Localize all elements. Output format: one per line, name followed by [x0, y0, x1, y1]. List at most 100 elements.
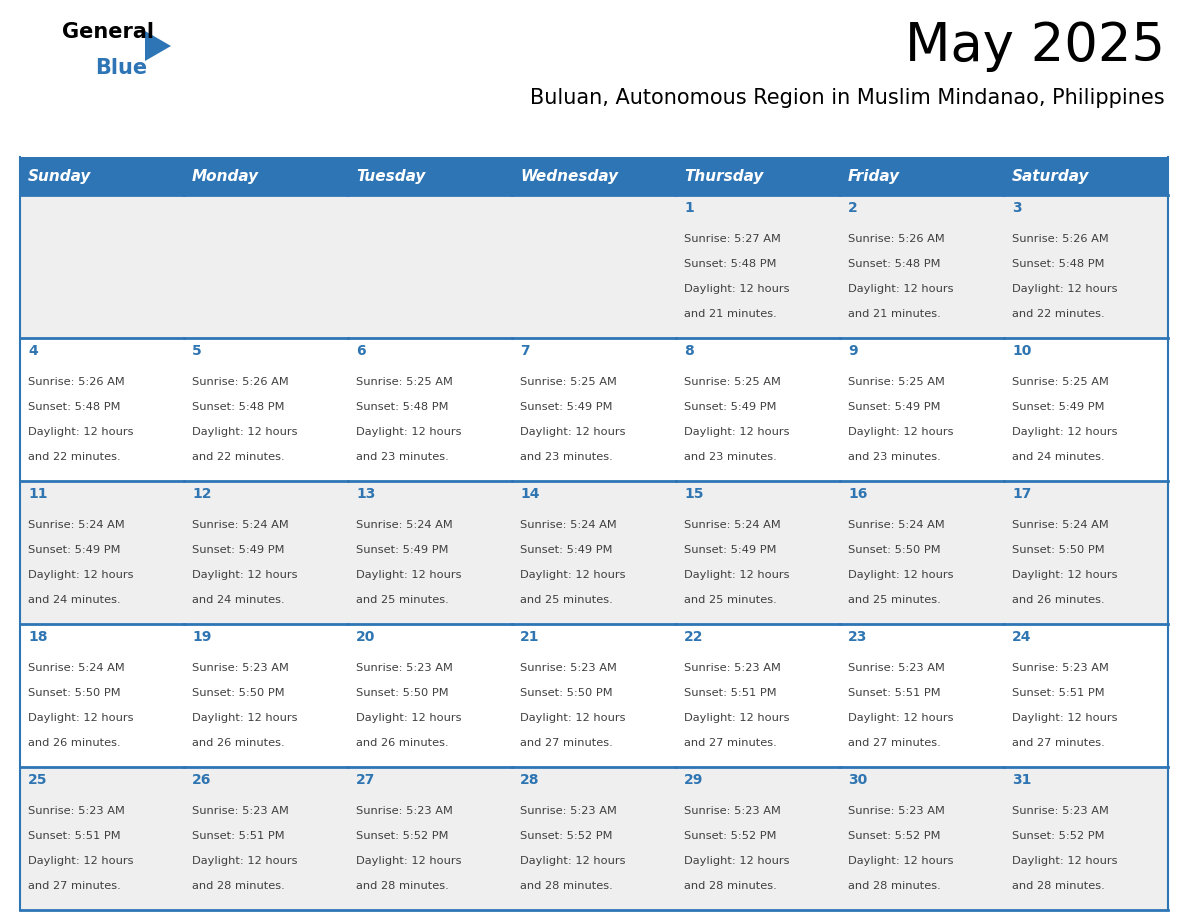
Text: 11: 11 — [29, 487, 48, 501]
Text: General: General — [62, 22, 154, 42]
Text: Daylight: 12 hours: Daylight: 12 hours — [520, 856, 626, 866]
Text: Sunrise: 5:25 AM: Sunrise: 5:25 AM — [356, 376, 453, 386]
Text: Sunset: 5:50 PM: Sunset: 5:50 PM — [356, 688, 449, 698]
Text: Sunrise: 5:24 AM: Sunrise: 5:24 AM — [356, 520, 453, 530]
Text: Sunset: 5:48 PM: Sunset: 5:48 PM — [192, 402, 284, 411]
Text: Daylight: 12 hours: Daylight: 12 hours — [1012, 856, 1118, 866]
Text: Daylight: 12 hours: Daylight: 12 hours — [1012, 427, 1118, 437]
Bar — [20, 481, 184, 624]
Text: and 27 minutes.: and 27 minutes. — [848, 738, 941, 747]
Bar — [348, 157, 512, 195]
Text: Daylight: 12 hours: Daylight: 12 hours — [848, 712, 954, 722]
Text: Sunrise: 5:23 AM: Sunrise: 5:23 AM — [848, 806, 944, 815]
Text: and 25 minutes.: and 25 minutes. — [684, 595, 777, 605]
Text: 31: 31 — [1012, 773, 1031, 787]
Text: and 22 minutes.: and 22 minutes. — [29, 452, 121, 462]
Text: 16: 16 — [848, 487, 867, 501]
Polygon shape — [145, 31, 171, 61]
Bar — [1004, 157, 1168, 195]
Text: Sunrise: 5:26 AM: Sunrise: 5:26 AM — [192, 376, 289, 386]
Text: Daylight: 12 hours: Daylight: 12 hours — [1012, 712, 1118, 722]
Bar — [184, 481, 348, 624]
Text: Sunset: 5:52 PM: Sunset: 5:52 PM — [848, 831, 941, 841]
Text: Sunset: 5:51 PM: Sunset: 5:51 PM — [684, 688, 777, 698]
Text: and 26 minutes.: and 26 minutes. — [1012, 595, 1105, 605]
Text: Sunrise: 5:24 AM: Sunrise: 5:24 AM — [520, 520, 617, 530]
Text: 2: 2 — [848, 201, 858, 215]
Text: Sunrise: 5:23 AM: Sunrise: 5:23 AM — [1012, 663, 1108, 673]
Text: Sunrise: 5:27 AM: Sunrise: 5:27 AM — [684, 233, 781, 243]
Text: and 28 minutes.: and 28 minutes. — [520, 880, 613, 890]
Text: Sunrise: 5:25 AM: Sunrise: 5:25 AM — [848, 376, 944, 386]
Text: 24: 24 — [1012, 630, 1031, 644]
Text: and 23 minutes.: and 23 minutes. — [848, 452, 941, 462]
Text: Sunset: 5:48 PM: Sunset: 5:48 PM — [848, 259, 941, 269]
Text: Sunrise: 5:23 AM: Sunrise: 5:23 AM — [29, 806, 125, 815]
Text: Wednesday: Wednesday — [520, 169, 618, 184]
Text: Sunset: 5:52 PM: Sunset: 5:52 PM — [520, 831, 613, 841]
Text: and 22 minutes.: and 22 minutes. — [1012, 308, 1105, 319]
Bar — [1004, 338, 1168, 481]
Text: Sunrise: 5:23 AM: Sunrise: 5:23 AM — [684, 806, 781, 815]
Bar — [184, 195, 348, 338]
Text: Sunset: 5:49 PM: Sunset: 5:49 PM — [1012, 402, 1105, 411]
Text: Sunset: 5:48 PM: Sunset: 5:48 PM — [684, 259, 777, 269]
Text: Sunset: 5:49 PM: Sunset: 5:49 PM — [29, 544, 120, 554]
Text: 17: 17 — [1012, 487, 1031, 501]
Text: Daylight: 12 hours: Daylight: 12 hours — [192, 570, 297, 579]
Text: Sunset: 5:49 PM: Sunset: 5:49 PM — [848, 402, 941, 411]
Text: Daylight: 12 hours: Daylight: 12 hours — [848, 856, 954, 866]
Text: and 25 minutes.: and 25 minutes. — [356, 595, 449, 605]
Text: Daylight: 12 hours: Daylight: 12 hours — [848, 570, 954, 579]
Text: Sunrise: 5:25 AM: Sunrise: 5:25 AM — [684, 376, 781, 386]
Text: 13: 13 — [356, 487, 375, 501]
Text: Daylight: 12 hours: Daylight: 12 hours — [356, 856, 461, 866]
Bar — [348, 624, 512, 767]
Bar — [1004, 195, 1168, 338]
Text: 15: 15 — [684, 487, 703, 501]
Text: Daylight: 12 hours: Daylight: 12 hours — [520, 570, 626, 579]
Text: 3: 3 — [1012, 201, 1022, 215]
Text: Sunrise: 5:25 AM: Sunrise: 5:25 AM — [520, 376, 617, 386]
Text: Daylight: 12 hours: Daylight: 12 hours — [848, 427, 954, 437]
Text: and 28 minutes.: and 28 minutes. — [356, 880, 449, 890]
Bar — [676, 157, 840, 195]
Text: Sunrise: 5:24 AM: Sunrise: 5:24 AM — [684, 520, 781, 530]
Text: and 21 minutes.: and 21 minutes. — [684, 308, 777, 319]
Text: Daylight: 12 hours: Daylight: 12 hours — [684, 856, 790, 866]
Text: 20: 20 — [356, 630, 375, 644]
Text: Sunset: 5:51 PM: Sunset: 5:51 PM — [1012, 688, 1105, 698]
Bar — [512, 195, 676, 338]
Bar — [840, 195, 1004, 338]
Text: 4: 4 — [29, 344, 38, 358]
Text: 26: 26 — [192, 773, 211, 787]
Text: and 27 minutes.: and 27 minutes. — [520, 738, 613, 747]
Bar — [512, 157, 676, 195]
Text: 12: 12 — [192, 487, 211, 501]
Text: 8: 8 — [684, 344, 694, 358]
Text: 21: 21 — [520, 630, 539, 644]
Text: May 2025: May 2025 — [905, 20, 1165, 72]
Text: Sunset: 5:49 PM: Sunset: 5:49 PM — [520, 544, 613, 554]
Text: Sunrise: 5:23 AM: Sunrise: 5:23 AM — [1012, 806, 1108, 815]
Bar — [184, 338, 348, 481]
Text: Sunrise: 5:23 AM: Sunrise: 5:23 AM — [356, 806, 453, 815]
Text: Sunset: 5:48 PM: Sunset: 5:48 PM — [29, 402, 120, 411]
Bar — [840, 481, 1004, 624]
Text: 5: 5 — [192, 344, 202, 358]
Bar — [20, 624, 184, 767]
Bar — [1004, 767, 1168, 910]
Text: Buluan, Autonomous Region in Muslim Mindanao, Philippines: Buluan, Autonomous Region in Muslim Mind… — [530, 88, 1165, 108]
Bar — [676, 338, 840, 481]
Bar — [676, 481, 840, 624]
Text: Monday: Monday — [192, 169, 259, 184]
Text: Sunset: 5:49 PM: Sunset: 5:49 PM — [520, 402, 613, 411]
Bar — [20, 195, 184, 338]
Text: Sunset: 5:50 PM: Sunset: 5:50 PM — [29, 688, 121, 698]
Text: Sunrise: 5:23 AM: Sunrise: 5:23 AM — [356, 663, 453, 673]
Bar — [512, 767, 676, 910]
Text: 19: 19 — [192, 630, 211, 644]
Bar — [20, 157, 184, 195]
Text: Sunset: 5:52 PM: Sunset: 5:52 PM — [684, 831, 777, 841]
Text: and 28 minutes.: and 28 minutes. — [684, 880, 777, 890]
